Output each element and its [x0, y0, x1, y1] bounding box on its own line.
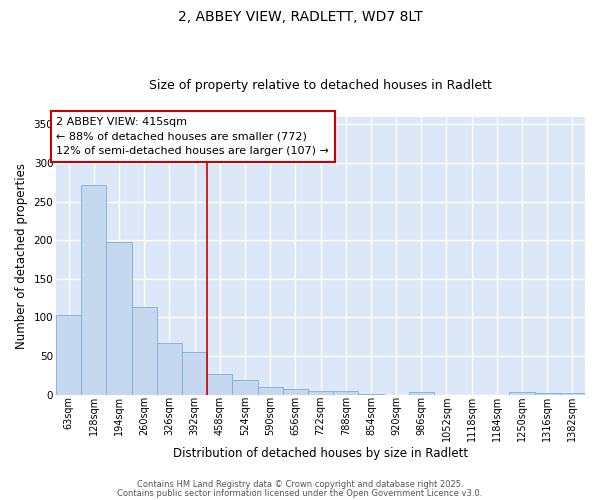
Bar [409, 392, 434, 394]
Text: Contains HM Land Registry data © Crown copyright and database right 2025.: Contains HM Land Registry data © Crown c… [137, 480, 463, 489]
Bar [207, 374, 232, 394]
Bar [308, 392, 333, 394]
Title: Size of property relative to detached houses in Radlett: Size of property relative to detached ho… [149, 79, 492, 92]
Bar [81, 184, 106, 394]
Text: Contains public sector information licensed under the Open Government Licence v3: Contains public sector information licen… [118, 488, 482, 498]
Y-axis label: Number of detached properties: Number of detached properties [15, 162, 28, 348]
Bar [157, 343, 182, 394]
Bar [182, 352, 207, 395]
Bar [106, 242, 131, 394]
Bar [509, 392, 535, 394]
Bar [232, 380, 257, 394]
Bar [131, 306, 157, 394]
Bar [333, 392, 358, 394]
Bar [257, 387, 283, 394]
X-axis label: Distribution of detached houses by size in Radlett: Distribution of detached houses by size … [173, 447, 468, 460]
Bar [560, 393, 585, 394]
Bar [283, 389, 308, 394]
Text: 2, ABBEY VIEW, RADLETT, WD7 8LT: 2, ABBEY VIEW, RADLETT, WD7 8LT [178, 10, 422, 24]
Bar [56, 315, 81, 394]
Bar [535, 393, 560, 394]
Text: 2 ABBEY VIEW: 415sqm
← 88% of detached houses are smaller (772)
12% of semi-deta: 2 ABBEY VIEW: 415sqm ← 88% of detached h… [56, 117, 329, 156]
